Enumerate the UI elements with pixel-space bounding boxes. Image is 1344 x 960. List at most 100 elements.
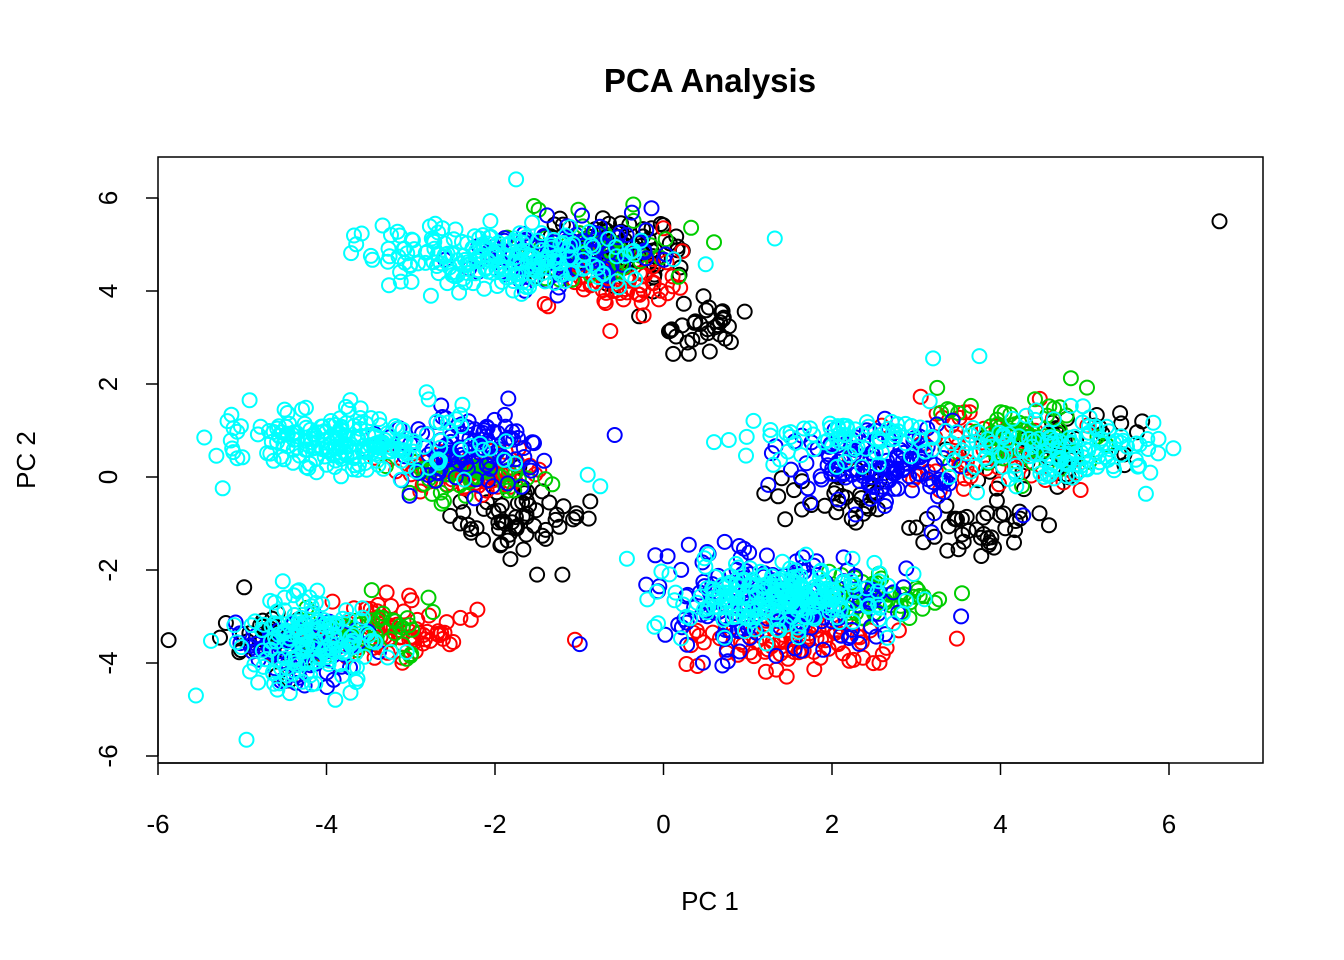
group-red-point — [759, 665, 773, 679]
group-black-point — [443, 509, 457, 523]
group-green-point — [1080, 381, 1094, 395]
group-cyan-point — [663, 567, 677, 581]
group-cyan-point — [276, 574, 290, 588]
group-cyan-point — [204, 634, 218, 648]
group-black-point — [974, 549, 988, 563]
group-black-point — [539, 532, 553, 546]
group-cyan-point — [593, 479, 607, 493]
group-black-point — [778, 512, 792, 526]
group-cyan-point — [393, 229, 407, 243]
x-tick-label: -2 — [483, 809, 506, 839]
group-cyan-point — [455, 398, 469, 412]
group-red-point — [453, 611, 467, 625]
group-black-point — [703, 345, 717, 359]
group-cyan-point — [197, 431, 211, 445]
group-blue-point — [905, 483, 919, 497]
group-cyan-point — [525, 216, 539, 230]
group-green-point — [426, 605, 440, 619]
group-cyan-point — [424, 289, 438, 303]
group-blue-point — [682, 538, 696, 552]
group-cyan-point — [1166, 441, 1180, 455]
group-green-point — [684, 221, 698, 235]
y-tick-label: 4 — [93, 284, 123, 298]
group-cyan-point — [447, 232, 461, 246]
group-green-point — [365, 583, 379, 597]
x-tick-label: 6 — [1162, 809, 1176, 839]
group-black-point — [977, 511, 991, 525]
group-cyan-point — [651, 616, 665, 630]
group-blue-point — [501, 392, 515, 406]
group-black-point — [516, 543, 530, 557]
group-green-point — [707, 235, 721, 249]
y-tick-label: 2 — [93, 377, 123, 391]
group-cyan-point — [768, 232, 782, 246]
x-tick-label: 2 — [825, 809, 839, 839]
group-black-point — [757, 487, 771, 501]
group-cyan-point — [648, 620, 662, 634]
group-cyan-point — [620, 552, 634, 566]
group-black-point — [677, 297, 691, 311]
group-cyan-point — [747, 414, 761, 428]
group-blue-point — [645, 201, 659, 215]
group-cyan-point — [740, 430, 754, 444]
group-red-point — [807, 662, 821, 676]
group-cyan-point — [640, 592, 654, 606]
group-black-point — [237, 580, 251, 594]
group-cyan-point — [483, 214, 497, 228]
group-black-point — [503, 552, 517, 566]
group-cyan-point — [509, 172, 523, 186]
group-black-point — [542, 496, 556, 510]
y-tick-label: -4 — [93, 651, 123, 674]
group-cyan-point — [654, 565, 668, 579]
x-tick-label: -4 — [315, 809, 338, 839]
group-black-point — [1113, 406, 1127, 420]
group-cyan-point — [344, 686, 358, 700]
group-cyan-point — [209, 449, 223, 463]
group-red-point — [603, 324, 617, 338]
y-tick-label: 6 — [93, 191, 123, 205]
group-red-point — [780, 670, 794, 684]
group-blue-point — [608, 428, 622, 442]
group-black-point — [162, 633, 176, 647]
group-red-point — [950, 632, 964, 646]
group-black-point — [738, 305, 752, 319]
group-black-point — [530, 568, 544, 582]
group-black-point — [980, 506, 994, 520]
group-cyan-point — [376, 219, 390, 233]
group-cyan-point — [926, 351, 940, 365]
x-tick-label: 4 — [993, 809, 1007, 839]
y-tick-label: -6 — [93, 744, 123, 767]
group-green-point — [932, 592, 946, 606]
points-layer — [162, 172, 1227, 746]
group-blue-point — [760, 549, 774, 563]
x-axis-label: PC 1 — [681, 886, 739, 916]
group-green-point — [930, 381, 944, 395]
group-cyan-point — [739, 449, 753, 463]
group-green-point — [955, 586, 969, 600]
group-black-point — [771, 489, 785, 503]
group-blue-point — [761, 478, 775, 492]
group-green-point — [527, 199, 541, 213]
group-blue-point — [925, 525, 939, 539]
group-green-point — [1064, 371, 1078, 385]
group-black-point — [213, 631, 227, 645]
group-cyan-point — [1139, 487, 1153, 501]
group-black-point — [666, 347, 680, 361]
group-black-point — [998, 521, 1012, 535]
group-cyan-point — [699, 257, 713, 271]
group-cyan-point — [707, 435, 721, 449]
group-cyan-point — [722, 433, 736, 447]
group-red-point — [957, 482, 971, 496]
group-black-point — [555, 568, 569, 582]
group-black-point — [1042, 518, 1056, 532]
chart-title: PCA Analysis — [604, 62, 816, 99]
group-cyan-point — [781, 445, 795, 459]
group-blue-point — [718, 535, 732, 549]
group-cyan-point — [243, 393, 257, 407]
y-axis: -6-4-20246 — [93, 191, 158, 768]
group-red-point — [470, 603, 484, 617]
group-black-point — [1033, 506, 1047, 520]
group-black-point — [775, 471, 789, 485]
y-tick-label: 0 — [93, 470, 123, 484]
